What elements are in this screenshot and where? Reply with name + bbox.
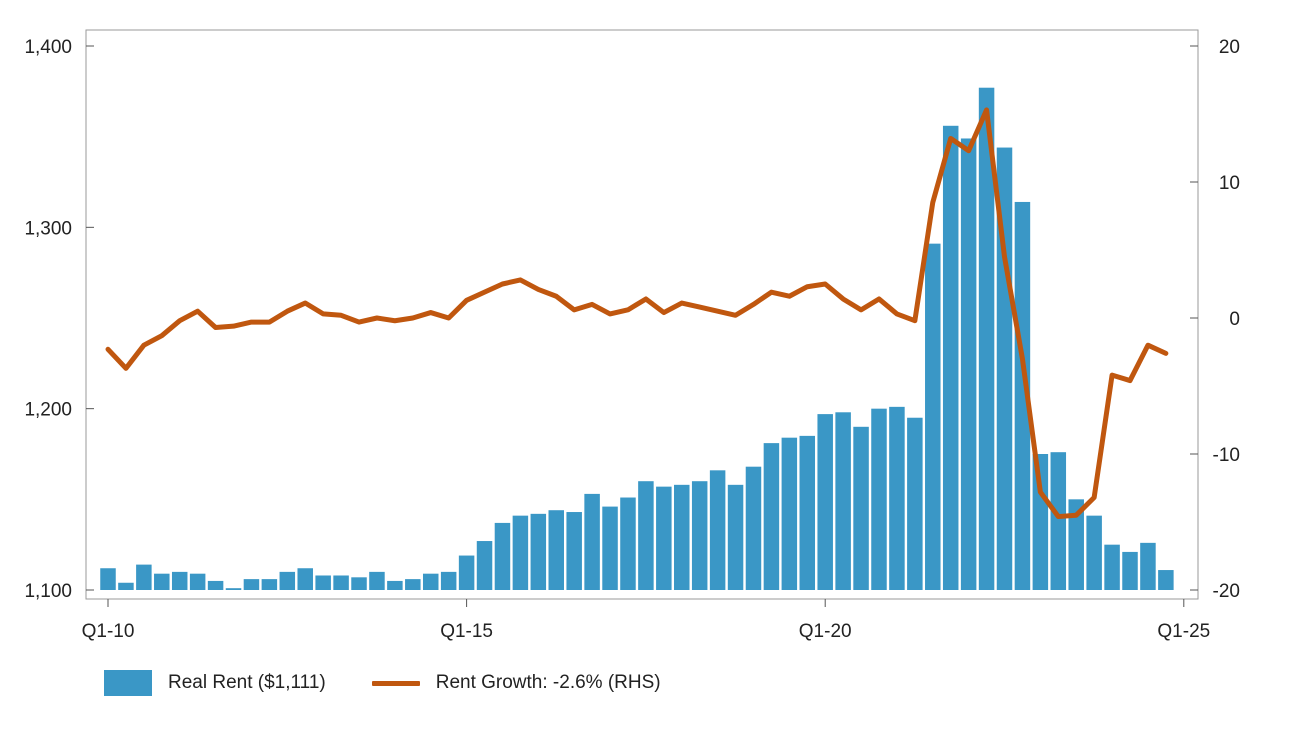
bar-9 bbox=[261, 579, 278, 590]
legend: Real Rent ($1,111) Rent Growth: -2.6% (R… bbox=[104, 668, 707, 698]
bar-35 bbox=[727, 484, 744, 590]
bar-1 bbox=[118, 582, 134, 590]
bar-4 bbox=[171, 571, 188, 590]
bar-11 bbox=[297, 568, 313, 590]
bar-25 bbox=[548, 510, 564, 590]
left-tick-label: 1,200 bbox=[24, 400, 72, 421]
bar-44 bbox=[889, 406, 905, 590]
bar-49 bbox=[978, 87, 995, 591]
bar-18 bbox=[422, 573, 439, 590]
bar-20 bbox=[458, 555, 475, 590]
bar-50 bbox=[996, 147, 1013, 591]
bar-27 bbox=[584, 493, 600, 590]
bar-5 bbox=[189, 573, 206, 590]
legend-label-rent-growth: Rent Growth: -2.6% (RHS) bbox=[435, 672, 661, 693]
legend-item-real-rent: Real Rent ($1,111) bbox=[104, 670, 326, 696]
left-tick-label: 1,400 bbox=[24, 37, 72, 58]
bar-39 bbox=[799, 435, 816, 590]
bar-33 bbox=[691, 481, 708, 590]
bar-2 bbox=[136, 564, 152, 590]
bar-28 bbox=[602, 506, 618, 590]
bar-40 bbox=[817, 414, 833, 590]
x-tick-label: Q1-20 bbox=[799, 621, 852, 642]
bar-13 bbox=[333, 575, 349, 590]
bar-7 bbox=[225, 588, 242, 590]
bar-29 bbox=[620, 497, 636, 590]
bar-48 bbox=[960, 138, 977, 591]
bar-53 bbox=[1050, 452, 1067, 590]
bar-55 bbox=[1086, 515, 1102, 590]
x-axis: Q1-10 Q1-15 Q1-20 Q1-25 bbox=[82, 599, 1210, 642]
bar-series-real-rent bbox=[100, 87, 1174, 591]
bar-45 bbox=[907, 417, 923, 590]
bar-41 bbox=[835, 412, 851, 590]
bar-37 bbox=[763, 443, 780, 590]
legend-item-rent-growth: Rent Growth: -2.6% (RHS) bbox=[371, 672, 661, 694]
left-tick-label: 1,300 bbox=[24, 218, 72, 239]
bar-14 bbox=[351, 577, 367, 590]
bar-10 bbox=[279, 571, 296, 590]
right-tick-label: 0 bbox=[1229, 309, 1240, 330]
right-tick-label: 10 bbox=[1219, 173, 1240, 194]
legend-swatch-bar bbox=[104, 670, 152, 696]
legend-label-real-rent: Real Rent ($1,111) bbox=[168, 672, 326, 693]
bar-8 bbox=[243, 579, 260, 590]
bar-58 bbox=[1140, 542, 1156, 590]
left-axis: 1,100 1,200 1,300 1,400 bbox=[24, 37, 94, 602]
right-tick-label: -20 bbox=[1213, 581, 1240, 602]
bar-30 bbox=[638, 481, 654, 590]
bar-31 bbox=[656, 486, 672, 590]
bar-26 bbox=[566, 512, 582, 590]
plot-frame bbox=[85, 29, 1199, 600]
bar-21 bbox=[476, 541, 493, 590]
bar-6 bbox=[207, 580, 224, 590]
bar-16 bbox=[387, 580, 403, 590]
x-tick-label: Q1-25 bbox=[1157, 621, 1210, 642]
legend-swatch-line bbox=[371, 680, 420, 686]
bar-38 bbox=[781, 437, 798, 590]
bar-17 bbox=[405, 579, 421, 590]
left-tick-label: 1,100 bbox=[24, 581, 72, 602]
bar-19 bbox=[440, 571, 457, 590]
bar-56 bbox=[1104, 544, 1120, 590]
bar-47 bbox=[942, 125, 959, 590]
bar-57 bbox=[1122, 551, 1138, 590]
bar-24 bbox=[530, 513, 547, 590]
bar-51 bbox=[1014, 201, 1031, 590]
line-series-rent-growth bbox=[105, 107, 1169, 520]
bar-22 bbox=[494, 522, 511, 590]
bar-54 bbox=[1068, 499, 1084, 590]
bar-3 bbox=[154, 573, 170, 590]
bar-32 bbox=[674, 484, 690, 590]
x-tick-label: Q1-15 bbox=[440, 621, 493, 642]
bar-23 bbox=[512, 515, 529, 590]
bar-46 bbox=[925, 243, 941, 590]
bar-15 bbox=[369, 571, 385, 590]
right-tick-label: -10 bbox=[1213, 445, 1240, 466]
right-axis: -20 -10 0 10 20 bbox=[1190, 37, 1240, 602]
right-tick-label: 20 bbox=[1219, 37, 1240, 58]
bar-59 bbox=[1158, 570, 1174, 590]
bar-52 bbox=[1032, 454, 1049, 590]
bar-12 bbox=[315, 575, 331, 590]
bar-36 bbox=[745, 466, 762, 590]
bar-42 bbox=[853, 426, 869, 590]
bar-43 bbox=[871, 408, 887, 590]
x-tick-label: Q1-10 bbox=[82, 621, 135, 642]
bar-0 bbox=[100, 568, 116, 590]
bar-34 bbox=[709, 470, 726, 590]
